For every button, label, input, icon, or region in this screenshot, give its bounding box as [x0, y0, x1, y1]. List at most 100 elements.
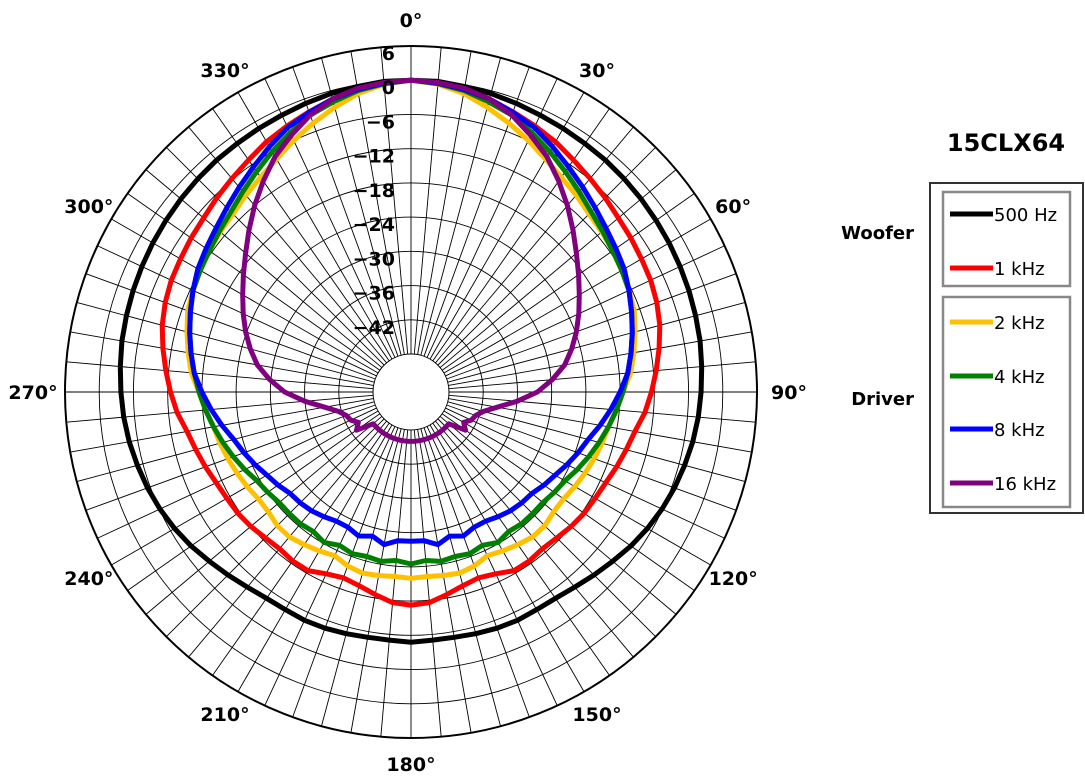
grid-spoke [70, 331, 374, 386]
legend-items: 500 Hz 1 kHz 2 kHz 4 kHz 8 kHz 16 kHz [950, 205, 1057, 495]
grid-spoke [446, 404, 737, 511]
grid-spoke [413, 47, 442, 355]
radial-tick-label: −18 [353, 180, 395, 202]
grid-spoke [237, 92, 393, 360]
grid-spoke [448, 394, 756, 423]
grid-spoke [448, 361, 756, 390]
grid-spoke [264, 426, 396, 706]
legend-group-box-driver [941, 295, 1072, 509]
angle-tick-label: 150° [572, 704, 621, 726]
grid-spoke [292, 427, 399, 718]
grid-spoke [145, 416, 383, 615]
grid-spoke [66, 394, 374, 423]
polar-grid [64, 45, 758, 739]
radial-tick-label: −24 [353, 214, 395, 236]
legend-group-label-woofer: Woofer [841, 223, 914, 244]
grid-spoke [445, 245, 725, 377]
grid-spoke [448, 331, 752, 386]
grid-spoke [437, 147, 656, 366]
radial-tick-labels: 6 0 −6 −12 −18 −24 −30 −36 −42 [353, 43, 395, 339]
legend-group-label-driver: Driver [851, 389, 914, 410]
grid-spoke [443, 410, 711, 566]
radial-tick-label: −12 [353, 146, 395, 168]
angle-tick-label: 0° [400, 10, 423, 32]
series-line-8-khz [187, 77, 635, 548]
radial-tick-label: −36 [353, 283, 395, 305]
radial-tick-label: 6 [382, 43, 395, 65]
grid-spoke [127, 413, 381, 591]
grid-spoke [441, 193, 695, 371]
grid-spoke [426, 426, 558, 706]
grid-spoke [417, 51, 472, 355]
angle-tick-label: 90° [771, 382, 807, 404]
grid-spoke [446, 273, 737, 380]
grid-spoke [237, 424, 393, 692]
angle-tick-label: 300° [64, 196, 113, 218]
legend-label: 500 Hz [994, 205, 1057, 226]
series-line-500-hz [117, 77, 705, 645]
grid-spoke [66, 361, 374, 390]
grid-spoke [188, 420, 387, 658]
legend-label: 1 kHz [994, 259, 1045, 280]
grid-spoke [432, 108, 610, 362]
grid-spoke [447, 401, 746, 482]
legend-label: 16 kHz [994, 474, 1056, 495]
grid-spoke [145, 169, 383, 368]
series-layer [117, 77, 705, 645]
angle-tick-label: 180° [386, 754, 435, 776]
grid-spoke [435, 420, 634, 658]
grid-spoke [97, 245, 377, 377]
angle-tick-label: 30° [579, 60, 615, 82]
grid-spoke [85, 404, 376, 511]
grid-spoke [321, 428, 402, 727]
grid-spoke [439, 416, 677, 615]
grid-spoke [166, 147, 385, 366]
angle-tick-label: 60° [715, 196, 751, 218]
angle-tick-label: 270° [8, 382, 57, 404]
series-line-16-khz [240, 77, 582, 444]
angle-tick-labels: 0° 30° 60° 90° 120° 150° 180° 210° 240° 270° 300° 3… [8, 10, 807, 776]
grid-spoke [188, 126, 387, 364]
grid-spoke [350, 51, 405, 355]
center-circle [372, 353, 450, 431]
grid-spoke [166, 418, 385, 637]
grid-spoke [429, 424, 585, 692]
legend-label: 8 kHz [994, 420, 1045, 441]
grid-spoke [380, 429, 409, 737]
grid-spoke [417, 429, 472, 733]
angle-tick-label: 120° [709, 568, 758, 590]
angle-tick-label: 240° [64, 568, 113, 590]
radial-tick-label: −42 [353, 317, 395, 339]
legend-label: 2 kHz [994, 313, 1045, 334]
grid-spoke [111, 410, 379, 566]
legend-group-box-woofer [941, 190, 1072, 288]
angle-tick-label: 210° [200, 704, 249, 726]
series-line-4-khz [187, 77, 635, 567]
grid-spoke [437, 418, 656, 637]
radial-tick-label: −30 [353, 248, 395, 270]
grid-spoke [441, 413, 695, 591]
grid-spoke [212, 108, 390, 362]
center-hole [372, 353, 450, 431]
grid-spoke [432, 422, 610, 676]
legend-label: 4 kHz [994, 367, 1045, 388]
grid-spoke [127, 193, 381, 371]
grid-spoke [423, 427, 530, 718]
angle-tick-label: 330° [200, 60, 249, 82]
grid-spoke [426, 78, 558, 358]
grid-spoke [413, 429, 442, 737]
grid-spoke [85, 273, 376, 380]
grid-spoke [350, 429, 405, 733]
grid-spoke [212, 422, 390, 676]
grid-spoke [380, 47, 409, 355]
legend: Woofer Driver 500 Hz 1 kHz 2 kHz 4 kHz 8 kHz… [841, 182, 1084, 514]
grid-spoke [435, 126, 634, 364]
radial-tick-label: −6 [366, 111, 395, 133]
grid-spoke [420, 428, 501, 727]
grid-spoke [439, 169, 677, 368]
grid-spoke [429, 92, 585, 360]
legend-frame [929, 182, 1084, 514]
series-line-1-khz [159, 77, 663, 608]
grid-spoke [76, 401, 375, 482]
